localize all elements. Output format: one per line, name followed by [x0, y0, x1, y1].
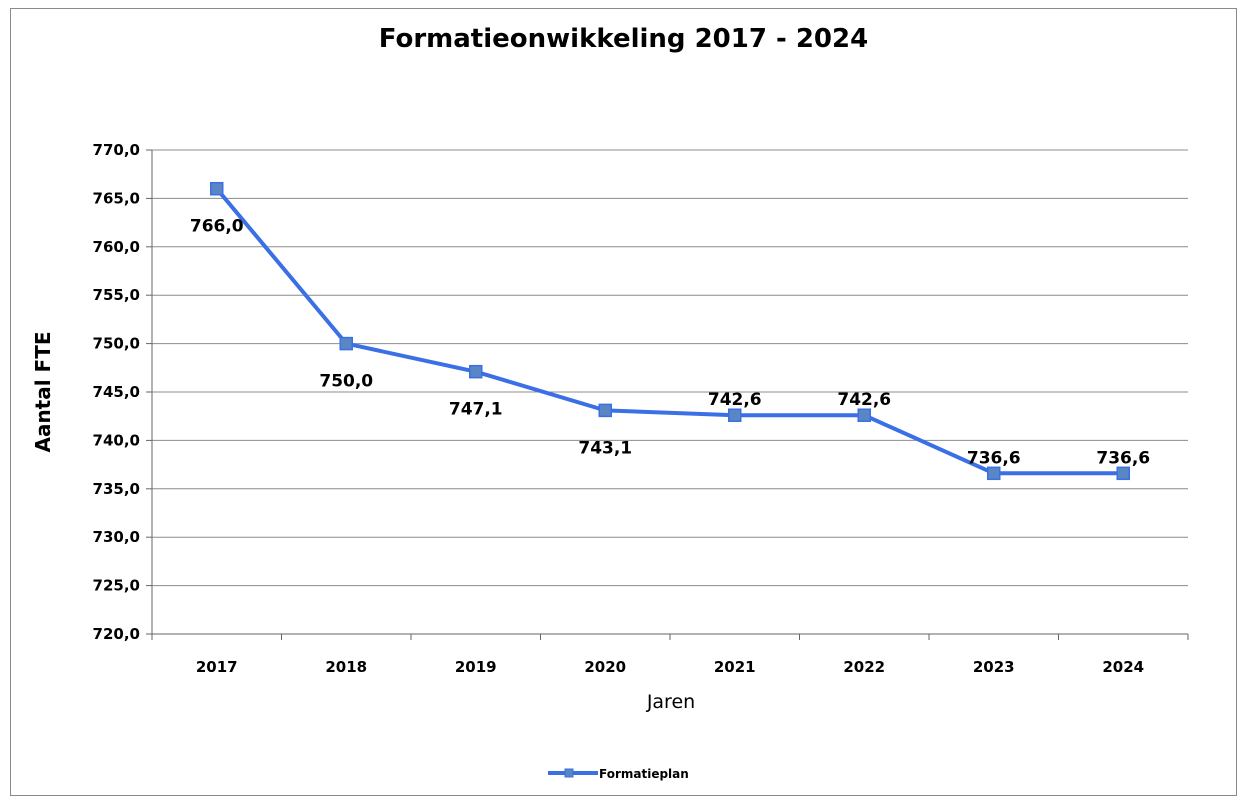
legend-entry-formatieplan: Formatieplan	[599, 767, 689, 781]
y-tick-label: 735,0	[93, 480, 140, 498]
axes	[146, 149, 1189, 640]
chart-frame	[10, 8, 1237, 796]
x-tick-labels: 2017 2018 2019 2020 2021 2022 2023 2024	[196, 658, 1144, 676]
data-label: 736,6	[1096, 448, 1150, 468]
x-tick-label: 2022	[843, 658, 885, 676]
x-tick-label: 2020	[584, 658, 626, 676]
y-tick-label: 760,0	[93, 238, 140, 256]
y-tick-label: 770,0	[93, 141, 140, 159]
x-tick-label: 2024	[1102, 658, 1144, 676]
data-label: 766,0	[190, 217, 244, 237]
x-tick-label: 2018	[325, 658, 367, 676]
chart-title: Formatieonwikkeling 2017 - 2024	[378, 24, 869, 54]
legend: Formatieplan	[548, 767, 689, 781]
data-point-marker	[857, 408, 871, 422]
x-axis-label: Jaren	[646, 691, 695, 713]
data-labels: 766,0 750,0 747,1 743,1 742,6 742,6 736,6 736,6	[190, 217, 1150, 469]
y-tick-label: 730,0	[93, 528, 140, 546]
y-tick-label: 740,0	[93, 431, 140, 449]
data-label: 750,0	[319, 372, 373, 392]
x-tick-label: 2021	[714, 658, 756, 676]
y-tick-labels: 720,0 725,0 730,0 735,0 740,0 745,0 750,0 755,0…	[93, 141, 140, 643]
gridlines	[152, 149, 1188, 587]
data-label: 742,6	[708, 390, 762, 410]
y-tick-label: 745,0	[93, 383, 140, 401]
data-point-marker	[210, 181, 224, 196]
y-tick-label: 765,0	[93, 189, 140, 207]
data-point-marker	[1116, 466, 1130, 481]
data-label: 736,6	[967, 448, 1021, 468]
data-point-marker	[339, 336, 353, 351]
legend-marker-swatch	[564, 768, 574, 778]
data-point-marker	[469, 364, 483, 379]
series-line	[215, 187, 1124, 476]
y-tick-label: 720,0	[93, 625, 140, 643]
y-axis-label: Aantal FTE	[31, 331, 55, 452]
data-label: 742,6	[837, 390, 891, 410]
x-tick-label: 2023	[973, 658, 1015, 676]
data-point-marker	[987, 466, 1001, 481]
data-point-marker	[728, 408, 742, 422]
data-label: 747,1	[449, 400, 503, 420]
y-tick-label: 725,0	[93, 577, 140, 595]
data-label: 743,1	[578, 438, 632, 458]
data-point-marker	[598, 403, 612, 418]
y-tick-label: 750,0	[93, 335, 140, 353]
x-tick-label: 2017	[196, 658, 238, 676]
y-tick-label: 755,0	[93, 286, 140, 304]
series-formatieplan	[210, 181, 1130, 481]
x-tick-label: 2019	[455, 658, 497, 676]
